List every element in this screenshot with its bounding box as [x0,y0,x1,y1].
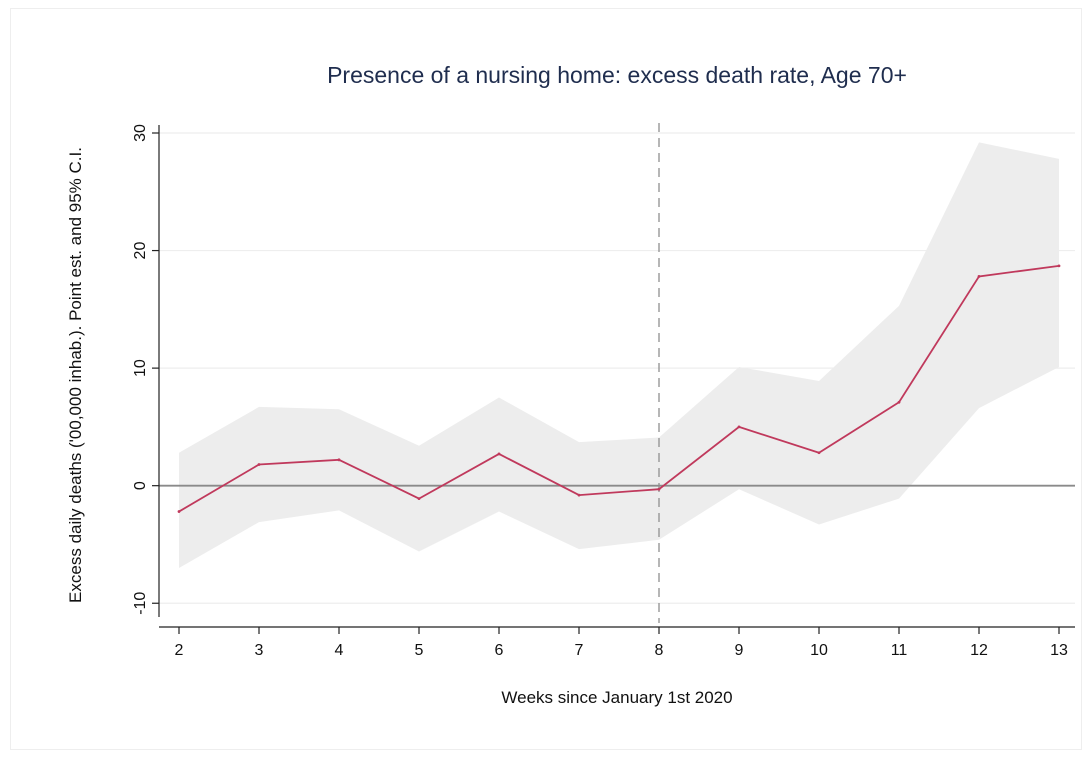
confidence-interval-band [179,142,1059,568]
data-point-week-12 [977,275,981,278]
x-tick-label-11: 11 [891,642,908,659]
x-tick-label-4: 4 [335,642,344,659]
x-tick-label-9: 9 [735,642,744,659]
data-point-week-4 [337,458,341,462]
x-axis-label: Weeks since January 1st 2020 [501,688,732,707]
x-tick-label-12: 12 [970,642,988,659]
x-tick-label-13: 13 [1050,642,1068,659]
x-tick-label-7: 7 [575,642,584,659]
chart-title: Presence of a nursing home: excess death… [327,62,907,88]
x-tick-label-6: 6 [495,642,504,659]
data-point-week-6 [497,452,501,456]
x-tick-label-3: 3 [255,642,264,659]
reference-lines [159,123,1075,623]
data-point-week-2 [177,510,181,513]
x-tick-label-5: 5 [415,642,424,659]
data-point-week-5 [417,497,421,501]
data-point-week-7 [577,493,581,497]
y-tick-label-20: 20 [132,242,149,260]
data-point-week-9 [737,425,741,429]
y-tick-label-0: 0 [132,481,149,490]
data-point-week-3 [257,463,261,466]
data-point-week-10 [817,451,821,455]
point-estimate-line [178,264,1060,513]
y-tick-label-10: 10 [132,359,149,377]
x-tick-label-8: 8 [655,642,664,659]
confidence-band-layer [179,142,1059,568]
axes: -10 0 10 20 30 2 3 4 5 6 7 8 9 10 11 12 13 [132,124,1075,659]
data-point-week-8 [657,487,661,491]
x-tick-label-2: 2 [175,642,184,659]
y-tick-label--10: -10 [132,592,149,615]
y-axis-label: Excess daily deaths ('00,000 inhab.). Po… [66,147,85,603]
data-point-week-11 [897,400,901,404]
chart-frame: Presence of a nursing home: excess death… [10,8,1082,750]
y-tick-label-30: 30 [132,124,149,142]
chart: Presence of a nursing home: excess death… [66,62,1075,707]
data-point-week-13 [1057,264,1061,268]
x-tick-label-10: 10 [810,642,828,659]
series-line-layer [177,264,1061,513]
